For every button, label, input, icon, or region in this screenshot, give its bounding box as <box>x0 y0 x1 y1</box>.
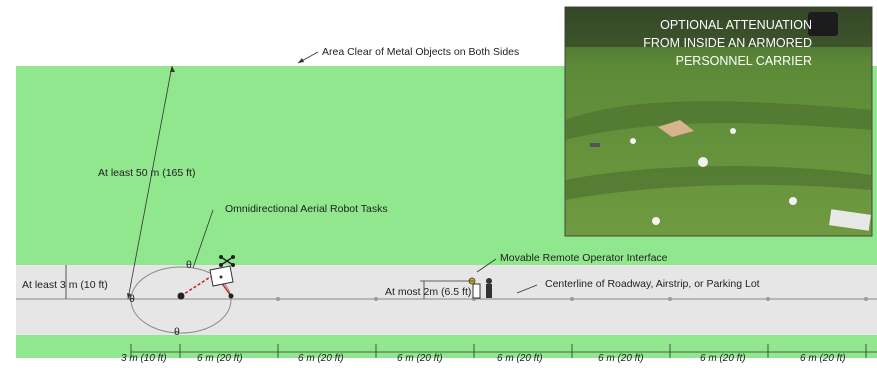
marker <box>864 297 868 301</box>
label-at-least-3m: At least 3 m (10 ft) <box>22 279 108 291</box>
operator-body <box>486 284 492 298</box>
target-mat <box>658 120 694 137</box>
photo-caption-line-3: PERSONNEL CARRIER <box>676 54 812 68</box>
dim-label-first: 3 m (10 ft) <box>121 353 167 364</box>
label-centerline: Centerline of Roadway, Airstrip, or Park… <box>545 278 760 290</box>
circle-marker-left: θ <box>129 293 135 305</box>
label-at-least-50m: At least 50 m (165 ft) <box>98 167 195 179</box>
sensor-icon <box>228 293 234 299</box>
leader-remote-interface <box>476 258 497 273</box>
label-at-most-2m: At most 2m (6.5 ft) <box>385 286 471 298</box>
test-markers <box>630 128 797 225</box>
leader-aerial-tasks <box>192 209 214 269</box>
photo-caption-line-1: OPTIONAL ATTENUATION <box>660 18 812 32</box>
label-area-clear: Area Clear of Metal Objects on Both Side… <box>322 46 519 58</box>
circle-marker-top: θ <box>186 259 192 271</box>
operator-head <box>486 278 492 284</box>
circle-marker-bottom: θ <box>174 326 180 338</box>
armored-vehicle-icon <box>808 12 838 36</box>
dim-label-segment: 6 m (20 ft) <box>800 353 846 364</box>
inset-photo: OPTIONAL ATTENUATION FROM INSIDE AN ARMO… <box>564 6 873 237</box>
aerial-robot-setup <box>177 255 235 300</box>
dim-label-segment: 6 m (20 ft) <box>197 353 243 364</box>
ground-object <box>590 143 600 147</box>
leader-centerline <box>516 284 538 294</box>
label-remote-interface: Movable Remote Operator Interface <box>500 252 668 264</box>
dim-label-segment: 6 m (20 ft) <box>700 353 746 364</box>
marker <box>668 297 672 301</box>
marker <box>276 297 280 301</box>
marker <box>374 297 378 301</box>
drone-icon <box>219 255 235 267</box>
photo-sign <box>829 209 871 231</box>
dim-label-segment: 6 m (20 ft) <box>298 353 344 364</box>
photo-caption-line-2: FROM INSIDE AN ARMORED <box>643 36 812 50</box>
marker <box>570 297 574 301</box>
dimension-50m <box>127 65 173 300</box>
centerline-markers <box>276 297 868 301</box>
sensor-icon <box>177 292 185 300</box>
label-aerial-tasks: Omnidirectional Aerial Robot Tasks <box>225 203 388 215</box>
aerial-test-circle <box>130 266 232 334</box>
roadway <box>16 265 877 335</box>
dim-label-segment: 6 m (20 ft) <box>497 353 543 364</box>
interface-stand <box>472 283 481 299</box>
target-dot <box>219 275 223 279</box>
dim-label-segment: 6 m (20 ft) <box>397 353 443 364</box>
marker <box>766 297 770 301</box>
bottom-dimension-line <box>130 344 877 358</box>
dim-label-segment: 6 m (20 ft) <box>598 353 644 364</box>
